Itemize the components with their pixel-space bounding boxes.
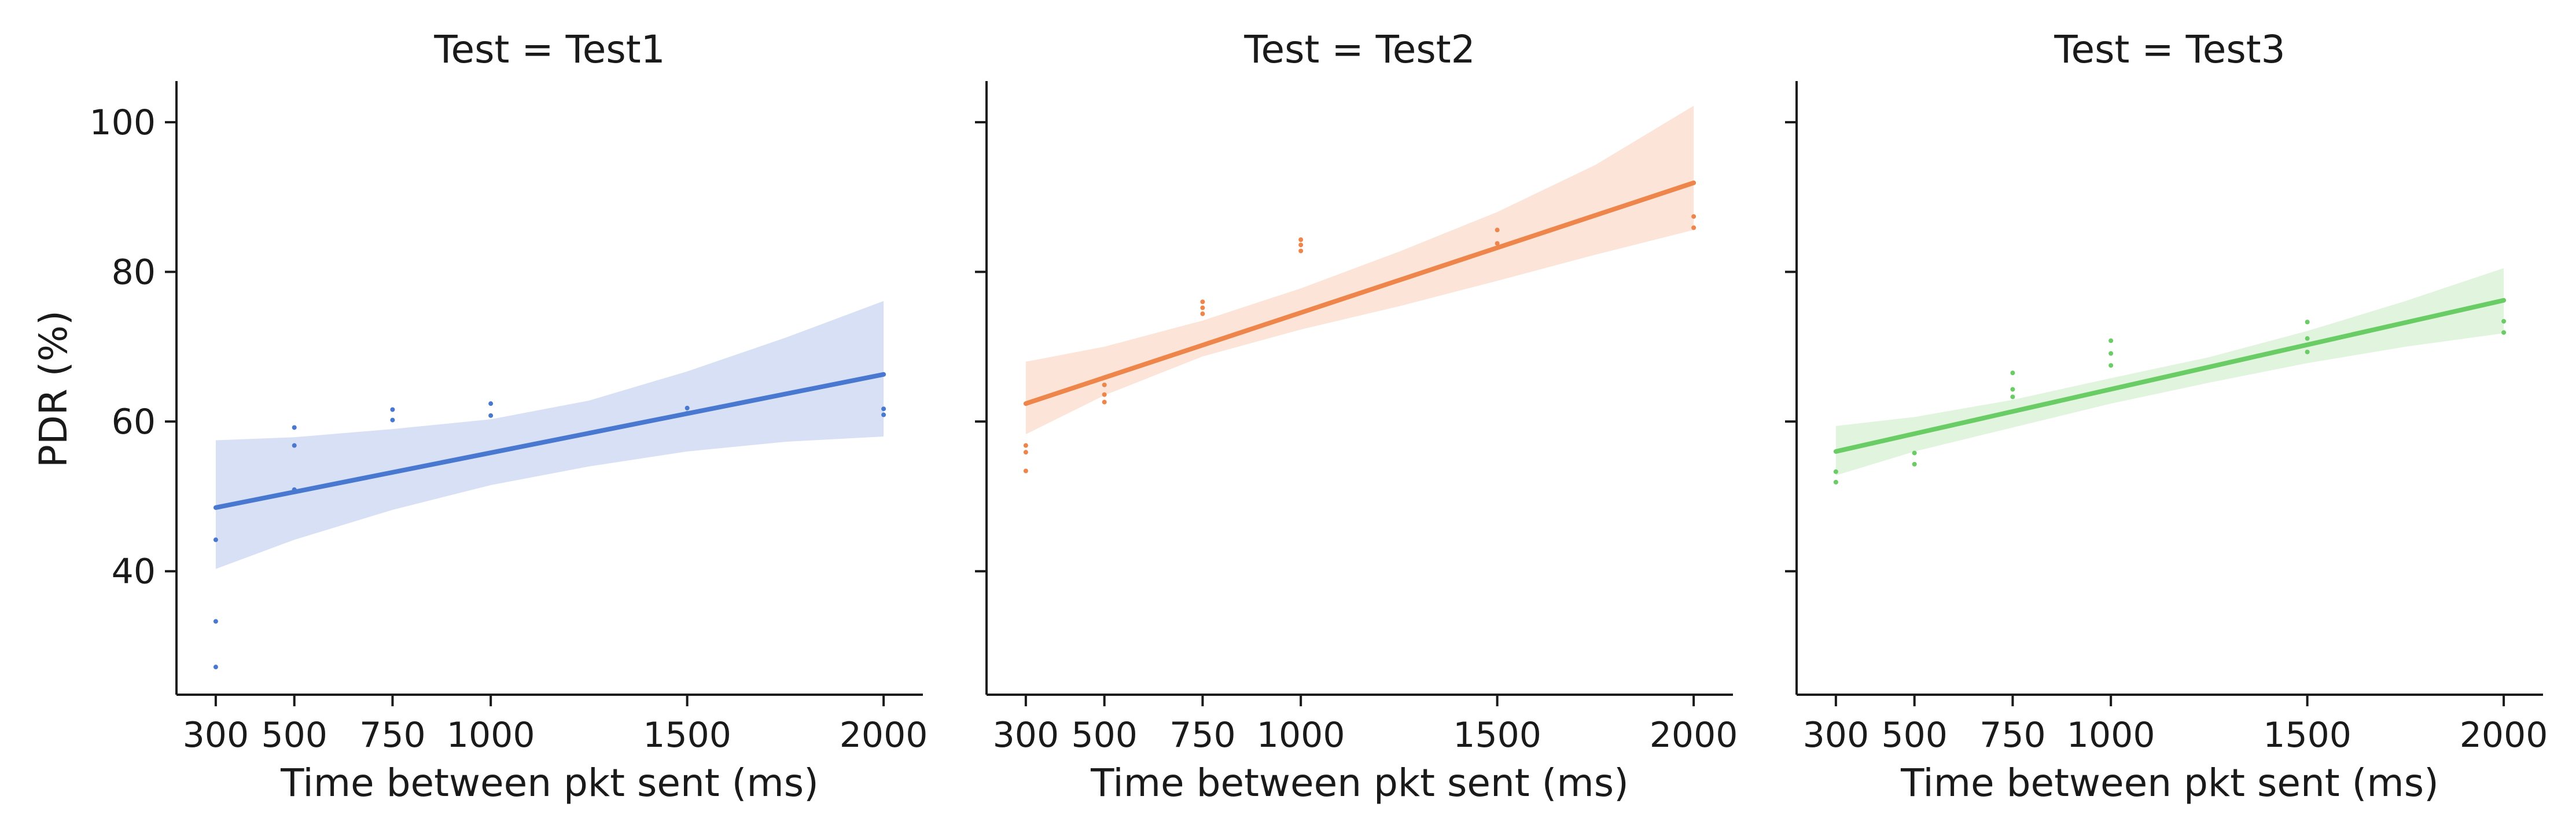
- data-point: [1102, 382, 1107, 387]
- x-tick-label: 750: [359, 715, 426, 755]
- data-point: [1833, 479, 1838, 485]
- panels: Test = Test1 40 60 80 100 300 500 750 1000 1500 20…: [89, 27, 2548, 805]
- data-point: [213, 537, 218, 542]
- data-point: [213, 619, 218, 624]
- x-tick-label: 750: [1169, 715, 1236, 755]
- y-tick-label: 80: [112, 252, 156, 293]
- y-tick-label: 40: [112, 552, 156, 592]
- data-point: [213, 665, 218, 670]
- regression-line: [1833, 298, 2507, 454]
- data-point: [488, 401, 494, 406]
- x-axis-label: Time between pkt sent (ms): [1900, 761, 2439, 805]
- data-point: [2108, 363, 2114, 368]
- data-point: [2108, 338, 2114, 343]
- data-point: [1200, 305, 1205, 310]
- data-point: [1023, 468, 1028, 474]
- x-tick-label: 2000: [2460, 715, 2548, 755]
- data-point: [881, 412, 886, 417]
- x-tick-label: 500: [261, 715, 327, 755]
- data-point: [1298, 237, 1304, 243]
- panel-3: Test = Test3 300 500 750 1000 1500 2000 Time be…: [1785, 27, 2548, 805]
- data-point: [685, 405, 690, 410]
- data-point: [2010, 394, 2015, 399]
- panel-title: Test = Test1: [433, 27, 665, 72]
- x-tick-label: 500: [1071, 715, 1138, 755]
- data-point: [1200, 311, 1205, 317]
- data-point: [881, 406, 886, 412]
- confidence-band: [1025, 105, 1694, 435]
- regression-line: [213, 372, 886, 510]
- x-axis-label: Time between pkt sent (ms): [280, 761, 819, 805]
- panel-title: Test = Test3: [2054, 27, 2285, 72]
- data-point: [390, 407, 395, 412]
- data-point: [390, 417, 395, 423]
- data-point: [1023, 443, 1028, 448]
- data-point: [1495, 228, 1500, 233]
- x-tick-label: 1000: [2067, 715, 2155, 755]
- data-point: [292, 425, 297, 430]
- data-point: [2501, 330, 2507, 335]
- panel-title: Test = Test2: [1243, 27, 1475, 72]
- data-point: [1833, 469, 1838, 474]
- data-point: [1298, 248, 1304, 254]
- x-tick-label: 1500: [643, 715, 731, 755]
- data-point: [2010, 387, 2015, 392]
- y-tick-label: 100: [89, 102, 156, 143]
- x-tick-label: 300: [993, 715, 1059, 755]
- confidence-band: [1835, 268, 2504, 476]
- panel-1: Test = Test1 40 60 80 100 300 500 750 1000 1500 20…: [89, 27, 928, 805]
- data-point: [2010, 371, 2015, 376]
- data-point: [1298, 243, 1304, 248]
- data-point: [2305, 349, 2310, 354]
- data-point: [1912, 450, 1917, 456]
- data-point: [292, 487, 297, 492]
- data-point: [2305, 320, 2310, 325]
- data-point: [292, 443, 297, 448]
- x-tick-label: 1500: [2263, 715, 2351, 755]
- x-tick-label: 300: [183, 715, 249, 755]
- x-axis-label: Time between pkt sent (ms): [1090, 761, 1629, 805]
- data-point: [1691, 225, 1697, 230]
- data-point: [2305, 336, 2310, 341]
- data-point: [1102, 392, 1107, 397]
- x-tick-label: 1500: [1453, 715, 1541, 755]
- data-point: [1023, 450, 1028, 455]
- x-tick-label: 1000: [447, 715, 535, 755]
- data-point: [2108, 351, 2114, 356]
- figure-ylabel: PDR (%): [31, 310, 76, 468]
- data-point: [488, 413, 494, 418]
- panel-2: Test = Test2 300 500 750 1000 1500 2000 Time be…: [975, 27, 1738, 805]
- x-tick-label: 500: [1881, 715, 1948, 755]
- x-tick-label: 2000: [1650, 715, 1738, 755]
- data-point: [1200, 299, 1205, 305]
- x-tick-label: 2000: [840, 715, 928, 755]
- data-point: [1495, 241, 1500, 246]
- data-point: [1102, 399, 1107, 405]
- x-tick-label: 1000: [1257, 715, 1345, 755]
- x-tick-label: 750: [1979, 715, 2046, 755]
- x-tick-label: 300: [1803, 715, 1870, 755]
- y-tick-label: 60: [112, 402, 156, 442]
- data-point: [1912, 461, 1917, 467]
- regression-line: [1023, 180, 1697, 406]
- data-point: [685, 410, 690, 416]
- data-point: [1691, 214, 1697, 219]
- data-point: [2501, 318, 2507, 324]
- confidence-band: [215, 301, 884, 569]
